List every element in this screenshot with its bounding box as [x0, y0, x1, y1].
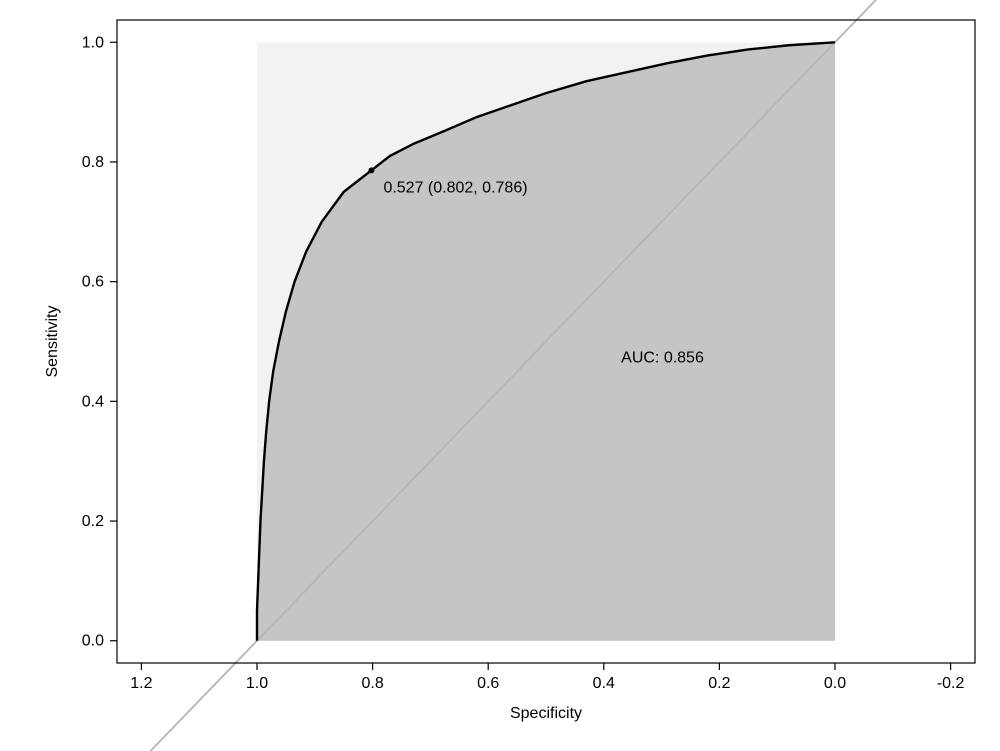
roc-svg: 1.2 1.0 0.8 0.6 0.4 0.2 0.0 -0.2 0.0 0.2 0.4 0.6 0.8…: [0, 0, 1000, 751]
roc-chart: 1.2 1.0 0.8 0.6 0.4 0.2 0.0 -0.2 0.0 0.2 0.4 0.6 0.8…: [0, 0, 1000, 751]
x-tick-label: -0.2: [937, 675, 965, 692]
x-tick-label: 0.0: [824, 675, 846, 692]
x-tick-label: 0.4: [593, 675, 615, 692]
y-tick-label: 1.0: [82, 34, 104, 51]
y-tick-label: 0.2: [82, 513, 104, 530]
optimal-point-annotation: 0.527 (0.802, 0.786): [383, 179, 527, 196]
x-tick-label: 1.0: [246, 675, 268, 692]
auc-annotation: AUC: 0.856: [621, 349, 704, 366]
x-tick-label: 0.2: [708, 675, 730, 692]
x-axis-label: Specificity: [510, 705, 582, 722]
y-tick-label: 0.6: [82, 274, 104, 291]
y-tick-label: 0.8: [82, 154, 104, 171]
y-tick-label: 0.0: [82, 633, 104, 650]
y-tick-label: 0.4: [82, 393, 104, 410]
y-axis-label: Sensitivity: [44, 305, 61, 377]
x-tick-label: 1.2: [130, 675, 152, 692]
x-tick-label: 0.6: [477, 675, 499, 692]
x-tick-label: 0.8: [361, 675, 383, 692]
optimal-point-marker: [368, 167, 374, 173]
